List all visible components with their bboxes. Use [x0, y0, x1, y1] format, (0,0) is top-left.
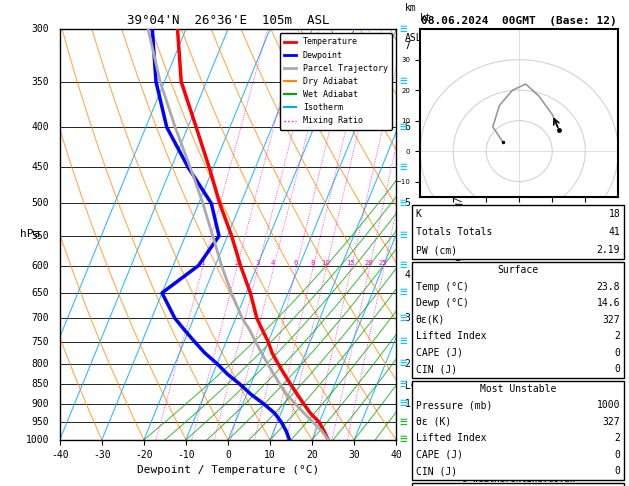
Text: 8: 8 [310, 260, 314, 265]
Text: ≡: ≡ [399, 398, 407, 410]
Text: 2: 2 [615, 434, 620, 443]
Text: 15: 15 [346, 260, 355, 265]
Title: 39°04'N  26°36'E  105m  ASL: 39°04'N 26°36'E 105m ASL [127, 14, 329, 27]
Text: 2.19: 2.19 [597, 245, 620, 255]
Text: 25: 25 [379, 260, 387, 265]
Text: ≡: ≡ [399, 357, 407, 370]
Text: 4: 4 [404, 270, 411, 279]
Text: ≡: ≡ [399, 259, 407, 272]
Text: CIN (J): CIN (J) [416, 467, 457, 476]
Text: PW (cm): PW (cm) [416, 245, 457, 255]
Text: ≡: ≡ [399, 121, 407, 134]
Text: 3: 3 [255, 260, 260, 265]
Text: 450: 450 [31, 162, 49, 173]
Text: ASL: ASL [404, 33, 422, 43]
Text: 327: 327 [603, 417, 620, 427]
Text: Most Unstable: Most Unstable [480, 384, 556, 394]
Text: Totals Totals: Totals Totals [416, 227, 492, 237]
Text: ≡: ≡ [399, 229, 407, 243]
Text: ≡: ≡ [399, 312, 407, 325]
Text: ≡: ≡ [399, 161, 407, 174]
Text: 0: 0 [615, 348, 620, 358]
Legend: Temperature, Dewpoint, Parcel Trajectory, Dry Adiabat, Wet Adiabat, Isotherm, Mi: Temperature, Dewpoint, Parcel Trajectory… [280, 34, 392, 130]
Text: CIN (J): CIN (J) [416, 364, 457, 374]
Text: 6: 6 [404, 122, 411, 132]
Text: Mixing Ratio (g/kg): Mixing Ratio (g/kg) [454, 179, 464, 290]
Text: 2: 2 [404, 359, 411, 369]
Text: 300: 300 [31, 24, 49, 34]
Text: 1000: 1000 [26, 435, 49, 445]
Text: 7: 7 [404, 41, 411, 51]
Text: 5: 5 [404, 198, 411, 208]
Text: ≡: ≡ [399, 434, 407, 446]
Text: 2: 2 [235, 260, 238, 265]
Text: 0: 0 [615, 364, 620, 374]
Text: Pressure (mb): Pressure (mb) [416, 400, 492, 410]
Text: ≡: ≡ [399, 378, 407, 391]
Text: CAPE (J): CAPE (J) [416, 348, 463, 358]
X-axis label: Dewpoint / Temperature (°C): Dewpoint / Temperature (°C) [137, 465, 319, 475]
Text: 4: 4 [271, 260, 276, 265]
Text: Lifted Index: Lifted Index [416, 331, 486, 341]
Text: 10: 10 [321, 260, 330, 265]
Text: 3: 3 [404, 313, 411, 323]
Text: 327: 327 [603, 315, 620, 325]
Text: 0: 0 [615, 467, 620, 476]
Text: Temp (°C): Temp (°C) [416, 282, 469, 292]
Text: θε(K): θε(K) [416, 315, 445, 325]
Text: 650: 650 [31, 288, 49, 298]
Text: 700: 700 [31, 313, 49, 323]
Text: CAPE (J): CAPE (J) [416, 450, 463, 460]
Text: km: km [404, 3, 416, 13]
Text: 900: 900 [31, 399, 49, 409]
Text: 41: 41 [608, 227, 620, 237]
Text: 1: 1 [404, 399, 411, 409]
Text: ≡: ≡ [399, 286, 407, 299]
Text: ≡: ≡ [399, 335, 407, 348]
Text: ≡: ≡ [399, 23, 407, 35]
Text: 350: 350 [31, 77, 49, 87]
Text: © weatheronline.co.uk: © weatheronline.co.uk [462, 474, 575, 484]
Text: ≡: ≡ [399, 75, 407, 88]
Text: K: K [416, 209, 421, 219]
Text: 400: 400 [31, 122, 49, 132]
Text: Dewp (°C): Dewp (°C) [416, 298, 469, 308]
Text: Lifted Index: Lifted Index [416, 434, 486, 443]
Text: 850: 850 [31, 380, 49, 389]
Text: 750: 750 [31, 337, 49, 347]
Text: 1000: 1000 [597, 400, 620, 410]
Text: 08.06.2024  00GMT  (Base: 12): 08.06.2024 00GMT (Base: 12) [421, 16, 617, 26]
Text: Surface: Surface [498, 265, 538, 275]
Text: LCL: LCL [404, 382, 422, 391]
Text: 800: 800 [31, 359, 49, 369]
Text: 950: 950 [31, 417, 49, 427]
Text: 600: 600 [31, 260, 49, 271]
Text: kt: kt [420, 13, 432, 23]
Text: hPa: hPa [20, 229, 40, 240]
Text: ≡: ≡ [399, 197, 407, 210]
Text: 6: 6 [294, 260, 298, 265]
Text: 18: 18 [608, 209, 620, 219]
Text: 14.6: 14.6 [597, 298, 620, 308]
Text: 20: 20 [364, 260, 373, 265]
Text: 23.8: 23.8 [597, 282, 620, 292]
Text: ≡: ≡ [399, 416, 407, 429]
Text: θε (K): θε (K) [416, 417, 451, 427]
Text: 500: 500 [31, 198, 49, 208]
Text: 550: 550 [31, 231, 49, 241]
Text: 1: 1 [200, 260, 204, 265]
Text: 2: 2 [615, 331, 620, 341]
Text: 0: 0 [615, 450, 620, 460]
